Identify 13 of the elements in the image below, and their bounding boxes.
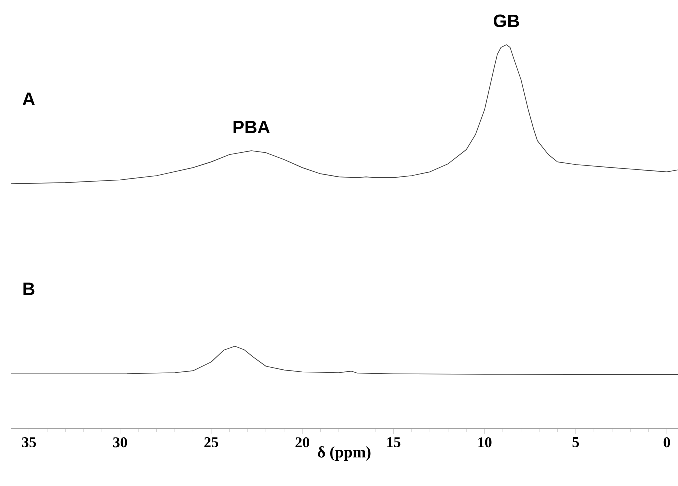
x-tick-label: 35 — [22, 438, 36, 448]
x-tick-label: 20 — [296, 438, 310, 448]
x-tick-label: 25 — [204, 438, 218, 448]
x-tick-label: 0 — [664, 438, 670, 448]
x-tick-label: 15 — [387, 438, 401, 448]
x-axis-title: δ (ppm) — [318, 446, 371, 461]
annotation: PBA — [234, 121, 270, 134]
annotation: B — [24, 282, 35, 296]
x-tick-label: 10 — [478, 438, 492, 448]
x-tick-label: 30 — [113, 438, 128, 448]
annotation: GB — [494, 14, 520, 28]
annotation: A — [22, 92, 35, 106]
x-tick-label: 5 — [572, 438, 580, 448]
